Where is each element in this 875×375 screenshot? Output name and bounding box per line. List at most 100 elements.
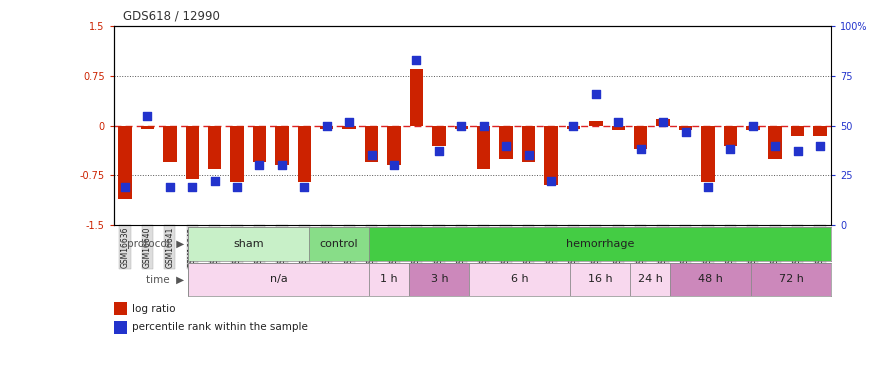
Text: GSM16657: GSM16657 xyxy=(592,226,600,268)
Bar xyxy=(470,262,570,296)
Text: sham: sham xyxy=(233,239,263,249)
Bar xyxy=(188,262,369,296)
Text: 16 h: 16 h xyxy=(588,274,612,284)
Bar xyxy=(432,126,445,146)
Bar xyxy=(746,126,760,130)
Bar xyxy=(567,126,580,129)
Point xyxy=(387,162,401,168)
Point xyxy=(768,142,782,148)
Point xyxy=(432,148,446,154)
Text: GSM16653: GSM16653 xyxy=(501,226,511,268)
Point xyxy=(499,142,513,148)
Text: 24 h: 24 h xyxy=(638,274,662,284)
Point xyxy=(298,184,311,190)
Text: GSM16639: GSM16639 xyxy=(300,226,309,268)
Point xyxy=(678,129,692,135)
Point xyxy=(566,123,580,129)
Bar xyxy=(589,121,603,126)
Text: GSM16661: GSM16661 xyxy=(681,226,690,268)
Bar xyxy=(253,126,266,162)
Bar xyxy=(656,119,670,126)
Bar xyxy=(320,126,333,129)
Bar xyxy=(768,126,782,159)
Point xyxy=(813,142,827,148)
Bar xyxy=(114,302,127,315)
Bar xyxy=(365,126,378,162)
Text: GSM16641: GSM16641 xyxy=(165,226,174,268)
Text: GSM16654: GSM16654 xyxy=(524,226,533,268)
Point xyxy=(365,152,379,158)
Text: GSM16650: GSM16650 xyxy=(434,226,444,268)
Point xyxy=(724,147,738,153)
Bar xyxy=(369,227,831,261)
Bar xyxy=(455,126,468,129)
Bar xyxy=(544,126,557,185)
Point xyxy=(342,118,356,124)
Text: protocol  ▶: protocol ▶ xyxy=(127,239,184,249)
Point xyxy=(275,162,289,168)
Text: GSM16656: GSM16656 xyxy=(569,226,578,268)
Bar xyxy=(342,126,356,129)
Text: 3 h: 3 h xyxy=(430,274,448,284)
Bar xyxy=(751,262,831,296)
Text: GSM16662: GSM16662 xyxy=(704,226,712,268)
Text: 6 h: 6 h xyxy=(511,274,528,284)
Bar xyxy=(410,262,470,296)
Point xyxy=(477,123,491,129)
Bar xyxy=(230,126,244,182)
Text: GSM16668: GSM16668 xyxy=(816,226,824,268)
Bar xyxy=(275,126,289,165)
Point xyxy=(746,123,760,129)
Bar xyxy=(298,126,311,182)
Bar xyxy=(163,126,177,162)
Bar xyxy=(118,126,132,198)
Bar xyxy=(701,126,715,182)
Text: GSM16643: GSM16643 xyxy=(210,226,219,268)
Bar xyxy=(791,126,804,136)
Text: GSM16645: GSM16645 xyxy=(322,226,332,268)
Point xyxy=(589,91,603,97)
Point xyxy=(410,57,423,63)
Point xyxy=(656,118,670,124)
Point xyxy=(544,178,558,184)
Text: percentile rank within the sample: percentile rank within the sample xyxy=(132,322,308,332)
Text: log ratio: log ratio xyxy=(132,304,175,313)
Point xyxy=(634,147,648,153)
Text: GSM16642: GSM16642 xyxy=(188,226,197,268)
Bar xyxy=(630,262,670,296)
Text: GSM16666: GSM16666 xyxy=(771,226,780,268)
Bar xyxy=(410,69,423,126)
Text: time  ▶: time ▶ xyxy=(145,274,184,284)
Point xyxy=(207,178,221,184)
Bar xyxy=(634,126,648,149)
Text: GSM16637: GSM16637 xyxy=(255,226,264,268)
Bar xyxy=(208,126,221,169)
Bar xyxy=(724,126,737,146)
Text: hemorrhage: hemorrhage xyxy=(566,239,634,249)
Text: GSM16647: GSM16647 xyxy=(368,226,376,268)
Text: GSM16638: GSM16638 xyxy=(277,226,286,268)
Text: GSM16640: GSM16640 xyxy=(143,226,152,268)
Bar xyxy=(679,126,692,130)
Bar xyxy=(522,126,536,162)
Point xyxy=(612,118,626,124)
Bar xyxy=(186,126,199,178)
Point xyxy=(454,123,468,129)
Bar xyxy=(500,126,513,159)
Point xyxy=(791,148,805,154)
Text: GSM16652: GSM16652 xyxy=(480,226,488,268)
Point xyxy=(140,112,154,118)
Point xyxy=(163,184,177,190)
Text: GSM16667: GSM16667 xyxy=(793,226,802,268)
Point xyxy=(701,184,715,190)
Point xyxy=(230,184,244,190)
Text: GSM16648: GSM16648 xyxy=(389,226,398,268)
Text: GSM16664: GSM16664 xyxy=(748,226,757,268)
Text: GSM16649: GSM16649 xyxy=(412,226,421,268)
Bar xyxy=(570,262,630,296)
Bar xyxy=(612,126,625,130)
Bar xyxy=(141,126,154,129)
Text: GSM16644: GSM16644 xyxy=(233,226,242,268)
Text: n/a: n/a xyxy=(270,274,288,284)
Point xyxy=(186,184,200,190)
